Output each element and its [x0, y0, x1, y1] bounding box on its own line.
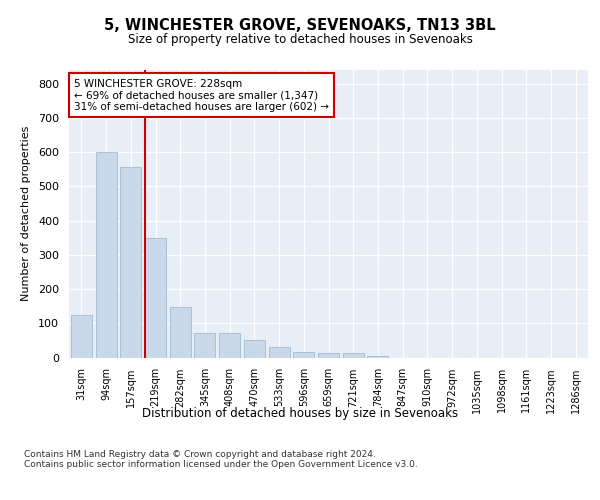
Bar	[170, 307, 191, 358]
Text: Contains HM Land Registry data © Crown copyright and database right 2024.
Contai: Contains HM Land Registry data © Crown c…	[24, 450, 418, 469]
Bar	[71, 314, 92, 358]
Bar	[343, 353, 364, 358]
Text: Distribution of detached houses by size in Sevenoaks: Distribution of detached houses by size …	[142, 408, 458, 420]
Bar	[194, 332, 215, 357]
Bar	[244, 340, 265, 357]
Text: 5, WINCHESTER GROVE, SEVENOAKS, TN13 3BL: 5, WINCHESTER GROVE, SEVENOAKS, TN13 3BL	[104, 18, 496, 32]
Text: 5 WINCHESTER GROVE: 228sqm
← 69% of detached houses are smaller (1,347)
31% of s: 5 WINCHESTER GROVE: 228sqm ← 69% of deta…	[74, 78, 329, 112]
Bar	[293, 352, 314, 358]
Bar	[95, 152, 116, 358]
Bar	[145, 238, 166, 358]
Bar	[269, 346, 290, 358]
Text: Size of property relative to detached houses in Sevenoaks: Size of property relative to detached ho…	[128, 34, 472, 46]
Bar	[367, 356, 388, 358]
Bar	[120, 167, 141, 358]
Y-axis label: Number of detached properties: Number of detached properties	[21, 126, 31, 302]
Bar	[318, 353, 339, 358]
Bar	[219, 332, 240, 357]
